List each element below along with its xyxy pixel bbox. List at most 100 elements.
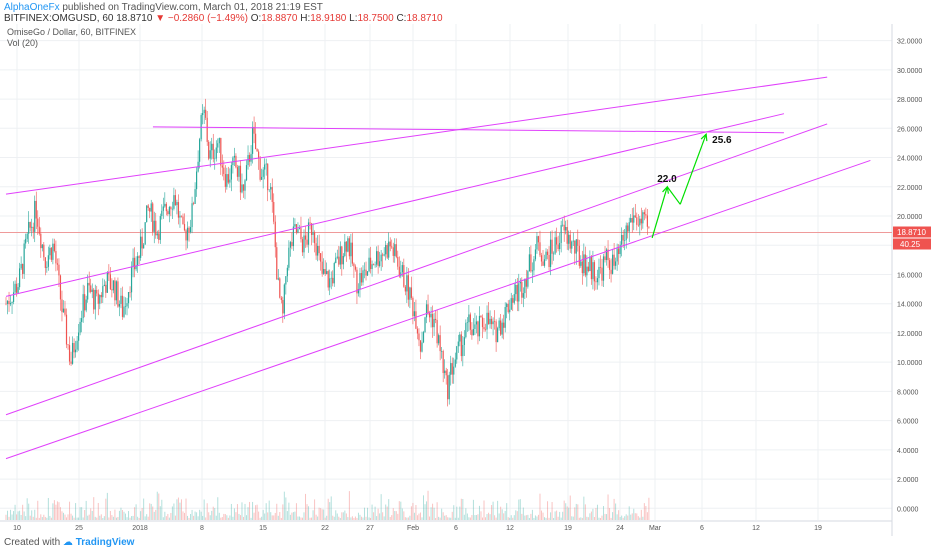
candle-body (415, 311, 417, 329)
chart-area[interactable]: 32.0000 30.0000 28.0000 26.0000 24.0000 22.00… (0, 24, 932, 536)
volume-bar (300, 517, 302, 520)
volume-bar (156, 491, 158, 520)
candle-body (52, 243, 54, 260)
volume-bar (206, 503, 208, 520)
author-link[interactable]: AlphaOneFx (4, 2, 60, 13)
candle-body (480, 315, 482, 318)
volume-bar (78, 517, 80, 520)
volume-bar (628, 506, 630, 520)
candle-body (93, 289, 95, 310)
volume-bar (221, 517, 223, 520)
volume-bar (129, 517, 131, 520)
volume-bar (292, 512, 294, 520)
volume-bar (356, 517, 358, 520)
candle-body (140, 236, 142, 258)
candle-body (226, 174, 228, 187)
volume-bar (615, 503, 617, 520)
tradingview-logo-icon: ☁ (62, 537, 73, 548)
volume-bar (335, 510, 337, 520)
candle-body (150, 203, 152, 212)
trendlines[interactable] (5, 76, 871, 460)
volume-bar (165, 516, 167, 520)
volume-bar (436, 502, 438, 520)
candle-body (495, 321, 497, 343)
volume-bar (359, 514, 361, 520)
volume-bar (643, 503, 645, 520)
volume-bar (56, 501, 58, 520)
volume-bar (203, 499, 205, 520)
volume-bar (17, 511, 19, 520)
candle-body (586, 266, 588, 276)
volume-bar (85, 500, 87, 520)
trendline[interactable] (152, 126, 784, 134)
time-axis[interactable]: 10 25 2018 8 15 22 27 Feb 6 12 19 24 Mar 6 12 19 (13, 525, 822, 532)
volume-bar (593, 517, 595, 520)
volume-bar (522, 507, 524, 520)
candle-body (559, 242, 561, 250)
candle-body (472, 329, 475, 336)
candle-body (525, 278, 527, 287)
volume-bar (491, 505, 493, 520)
candle-body (301, 239, 304, 253)
candle-body (227, 174, 229, 183)
volume-bar (563, 500, 565, 520)
volume-bar (500, 506, 502, 520)
volume-bar (398, 501, 400, 520)
volume-bar (309, 517, 311, 520)
trendline[interactable] (5, 113, 785, 297)
candle-body (267, 163, 269, 191)
candle-body (112, 280, 115, 291)
volume-bar (351, 516, 353, 520)
volume-bar (303, 512, 305, 520)
candle-body (622, 234, 624, 241)
candle-body (297, 229, 299, 233)
trendline[interactable] (5, 123, 828, 416)
volume-bar (599, 517, 601, 520)
volume-bar (312, 510, 314, 520)
volume-bar (353, 517, 355, 520)
candle-body (186, 227, 189, 241)
candle-body (318, 245, 320, 254)
candle-body (646, 215, 648, 227)
volume-bar (132, 515, 134, 520)
candle-body (353, 263, 355, 267)
forecast-path[interactable] (651, 132, 708, 239)
candle-body (628, 222, 630, 232)
forecast-segment (666, 186, 681, 205)
candle-body (642, 212, 644, 224)
candle-body (212, 143, 214, 159)
candle-body (180, 215, 183, 217)
candle-body (394, 244, 396, 256)
candle-body (115, 281, 118, 301)
price-axis[interactable]: 32.0000 30.0000 28.0000 26.0000 24.0000 22.00… (897, 39, 922, 514)
volume-bar (515, 510, 517, 520)
candle-body (599, 266, 602, 268)
candle-body (397, 256, 399, 267)
candle-body (283, 284, 285, 314)
tradingview-brand[interactable]: TradingView (75, 537, 135, 548)
candle-body (324, 269, 326, 274)
volume-bar (90, 508, 92, 520)
volume-bar (619, 516, 621, 520)
candle-body (504, 307, 506, 328)
candle-body (409, 287, 411, 300)
trendline[interactable] (5, 159, 871, 460)
y-tick-label: 16.0000 (897, 272, 922, 279)
trendline[interactable] (5, 76, 828, 195)
volume-bar (197, 516, 199, 520)
candle-body (109, 274, 111, 290)
volume-bar (347, 517, 349, 520)
chart-svg[interactable]: 32.000030.000028.000026.000024.000022.00… (0, 24, 932, 536)
candle-body (615, 261, 617, 266)
candle-body (366, 271, 369, 276)
candle-body (135, 265, 137, 270)
volume-bar (459, 506, 461, 520)
volume-bar (462, 499, 464, 520)
candle-body (497, 328, 499, 343)
volume-bar (556, 510, 558, 520)
candle-body (618, 248, 620, 255)
volume-bar (285, 497, 287, 520)
candle-body (580, 261, 582, 266)
candle-body (444, 370, 446, 374)
candle-body (310, 223, 313, 235)
